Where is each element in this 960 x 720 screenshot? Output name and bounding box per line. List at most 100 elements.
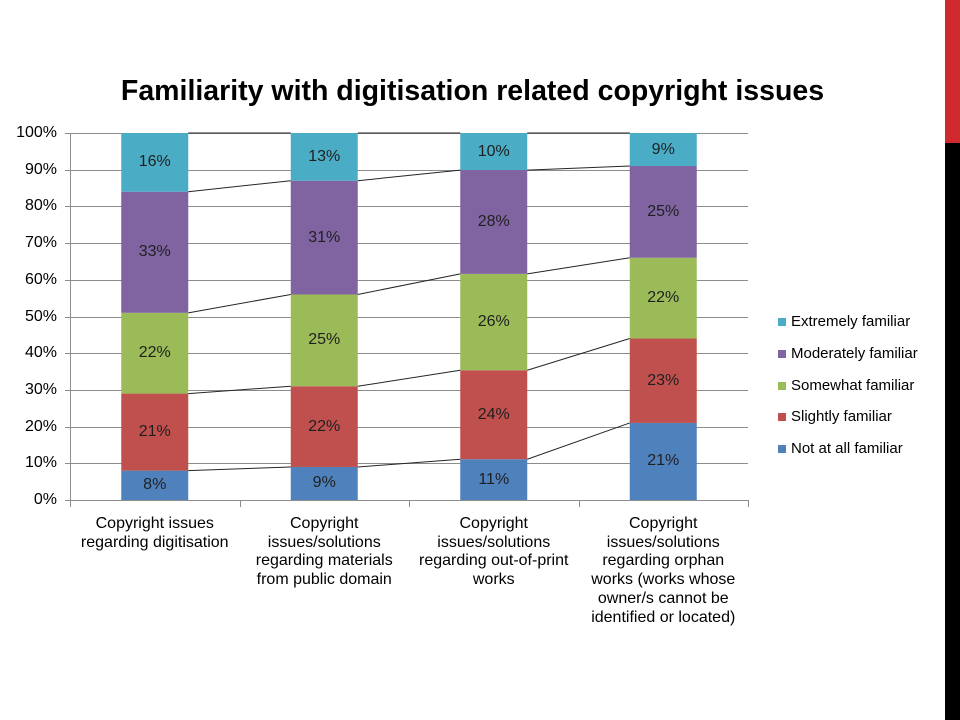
data-label-value: 16 xyxy=(138,153,157,171)
x-category-label: Copyright issues/solutions regarding mat… xyxy=(255,515,393,589)
data-label-value: 23 xyxy=(647,371,666,389)
data-label-unit: % xyxy=(326,228,341,246)
bar-segment-extremely-familiar xyxy=(460,133,528,171)
data-label-value: 22 xyxy=(647,289,666,307)
y-tick-label: 60% xyxy=(24,270,57,288)
y-tick-label: 0% xyxy=(33,491,57,508)
legend-marker xyxy=(778,349,786,358)
bar-segment-slightly-familiar xyxy=(460,370,528,460)
series-line xyxy=(188,180,291,193)
bar-segment-somewhat-familiar xyxy=(290,294,358,387)
bar-segment-not-at-all-familiar xyxy=(121,470,189,500)
series-line xyxy=(188,466,291,472)
y-tick-label: 50% xyxy=(24,307,57,325)
bar-segment-moderately-familiar xyxy=(121,191,189,313)
data-label-value: 33 xyxy=(138,243,157,261)
series-line xyxy=(188,293,291,314)
bar-segment-moderately-familiar xyxy=(629,166,697,258)
data-label: 28% xyxy=(460,213,527,231)
data-label-unit: % xyxy=(326,331,341,349)
legend-marker xyxy=(778,445,786,453)
bar-segment-somewhat-familiar xyxy=(121,312,189,394)
data-label-unit: % xyxy=(665,289,680,307)
data-label: 9% xyxy=(291,474,358,492)
data-label: 22% xyxy=(291,418,358,436)
x-category-label: Copyright issues/solutions regarding orp… xyxy=(591,515,736,626)
data-label-value: 31 xyxy=(308,228,327,246)
y-tick-label: 90% xyxy=(24,160,57,178)
legend-label: Slightly familiar xyxy=(791,408,892,426)
data-label: 21% xyxy=(630,452,697,470)
y-tick-label: 70% xyxy=(24,234,57,252)
data-label: 11% xyxy=(460,471,527,489)
legend-marker xyxy=(778,413,786,422)
data-label-unit: % xyxy=(156,344,171,362)
series-line xyxy=(357,458,461,468)
data-label: 16% xyxy=(121,153,188,171)
series-line xyxy=(357,369,461,387)
data-label-unit: % xyxy=(494,470,510,488)
bar-segment-extremely-familiar xyxy=(629,133,697,167)
data-label: 24% xyxy=(460,406,527,424)
bar-segment-moderately-familiar xyxy=(290,180,358,295)
bar-segment-somewhat-familiar xyxy=(460,273,528,371)
data-label: 8% xyxy=(121,476,188,494)
bar-segment-slightly-familiar xyxy=(121,393,189,471)
series-line xyxy=(188,385,291,395)
legend-marker xyxy=(778,318,786,326)
chart-title: Familiarity with digitisation related co… xyxy=(120,75,825,107)
legend-label: Moderately familiar xyxy=(791,344,918,362)
y-tick-label: 80% xyxy=(24,197,57,215)
legend-item: Not at all familiar xyxy=(776,437,941,461)
y-tick-label: 20% xyxy=(24,417,57,435)
data-label-unit: % xyxy=(321,474,336,492)
x-category-label: Copyright issues/solutions regarding out… xyxy=(419,515,569,589)
data-label: 26% xyxy=(460,313,527,331)
data-label-unit: % xyxy=(665,371,680,389)
bar-segment-not-at-all-familiar xyxy=(290,466,358,500)
data-label-unit: % xyxy=(665,202,680,220)
legend-label: Not at all familiar xyxy=(791,440,903,457)
slide-accent-bar-top xyxy=(945,0,960,143)
data-label: 25% xyxy=(630,203,697,221)
data-label-value: 9 xyxy=(312,474,322,492)
legend-item: Slightly familiar xyxy=(776,405,941,429)
bar-segment-somewhat-familiar xyxy=(629,257,697,339)
data-label: 9% xyxy=(630,141,697,159)
series-line xyxy=(527,338,630,371)
x-category-label: Copyright issues regarding digitisation xyxy=(80,515,229,551)
data-label-unit: % xyxy=(326,417,341,435)
legend-label: Extremely familiar xyxy=(791,313,911,330)
data-label-unit: % xyxy=(495,142,510,160)
data-label-unit: % xyxy=(665,452,680,470)
series-line xyxy=(527,257,630,275)
y-tick-label: 40% xyxy=(24,344,57,362)
bar-segment-slightly-familiar xyxy=(629,338,697,423)
bar-segment-extremely-familiar xyxy=(121,133,189,192)
series-line xyxy=(357,273,461,295)
legend-label: Somewhat familiar xyxy=(791,376,915,394)
legend: Extremely familiar Moderately familiar Som… xyxy=(776,310,941,470)
legend-item: Extremely familiar xyxy=(776,310,941,334)
bar-segment-moderately-familiar xyxy=(460,170,528,274)
data-label-unit: % xyxy=(156,243,171,261)
data-label: 13% xyxy=(291,148,358,166)
data-label: 33% xyxy=(121,243,188,261)
y-tick-label: 10% xyxy=(24,454,57,472)
data-label-value: 28 xyxy=(477,212,496,230)
data-label-value: 13 xyxy=(308,147,327,165)
data-label: 22% xyxy=(121,344,188,362)
bar-segment-not-at-all-familiar xyxy=(629,422,697,500)
data-label: 22% xyxy=(630,289,697,307)
y-tick-label: 100% xyxy=(16,124,57,141)
series-line xyxy=(527,165,630,171)
data-label-value: 22 xyxy=(138,344,157,362)
data-label-unit: % xyxy=(152,476,167,494)
legend-item: Moderately familiar xyxy=(776,342,941,366)
y-tick-label: 30% xyxy=(24,380,57,398)
bar-segment-not-at-all-familiar xyxy=(460,459,528,500)
series-line xyxy=(527,422,630,460)
data-label-unit: % xyxy=(326,147,341,165)
